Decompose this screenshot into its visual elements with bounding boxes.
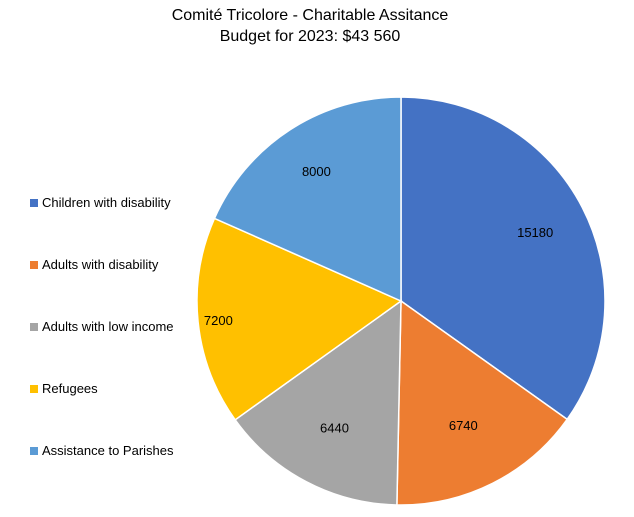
legend-label: Refugees (42, 381, 98, 396)
legend-label: Assistance to Parishes (42, 443, 174, 458)
data-label: 6440 (320, 420, 349, 435)
pie-slice (234, 299, 402, 506)
legend-item: Assistance to Parishes (30, 441, 205, 460)
legend-item: Adults with disability (30, 255, 205, 274)
legend-item: Refugees (30, 379, 205, 398)
legend-swatch (30, 198, 38, 207)
legend-swatch (30, 384, 38, 393)
legend-label: Adults with disability (42, 257, 159, 272)
legend-item: Children with disability (30, 193, 205, 212)
legend-swatch (30, 260, 38, 269)
chart-subtitle: Budget for 2023: $43 560 (219, 28, 401, 45)
legend-label: Adults with low income (42, 319, 174, 334)
legend-item: Adults with low income (30, 317, 205, 336)
pie-slice (213, 96, 402, 303)
legend: Children with disability Adults with dis… (30, 193, 205, 503)
data-label: 15180 (517, 225, 553, 240)
chart-title-block: Comité Tricolore - Charitable Assitance … (0, 5, 620, 47)
pie-slice (400, 96, 606, 421)
data-label: 8000 (302, 164, 331, 179)
legend-swatch (30, 446, 38, 455)
data-label: 6740 (449, 418, 478, 433)
pie-slice (196, 217, 403, 421)
pie-slice (396, 299, 569, 506)
chart-title: Comité Tricolore - Charitable Assitance (171, 7, 449, 24)
legend-swatch (30, 322, 38, 331)
legend-label: Children with disability (42, 195, 171, 210)
data-label: 7200 (204, 313, 233, 328)
